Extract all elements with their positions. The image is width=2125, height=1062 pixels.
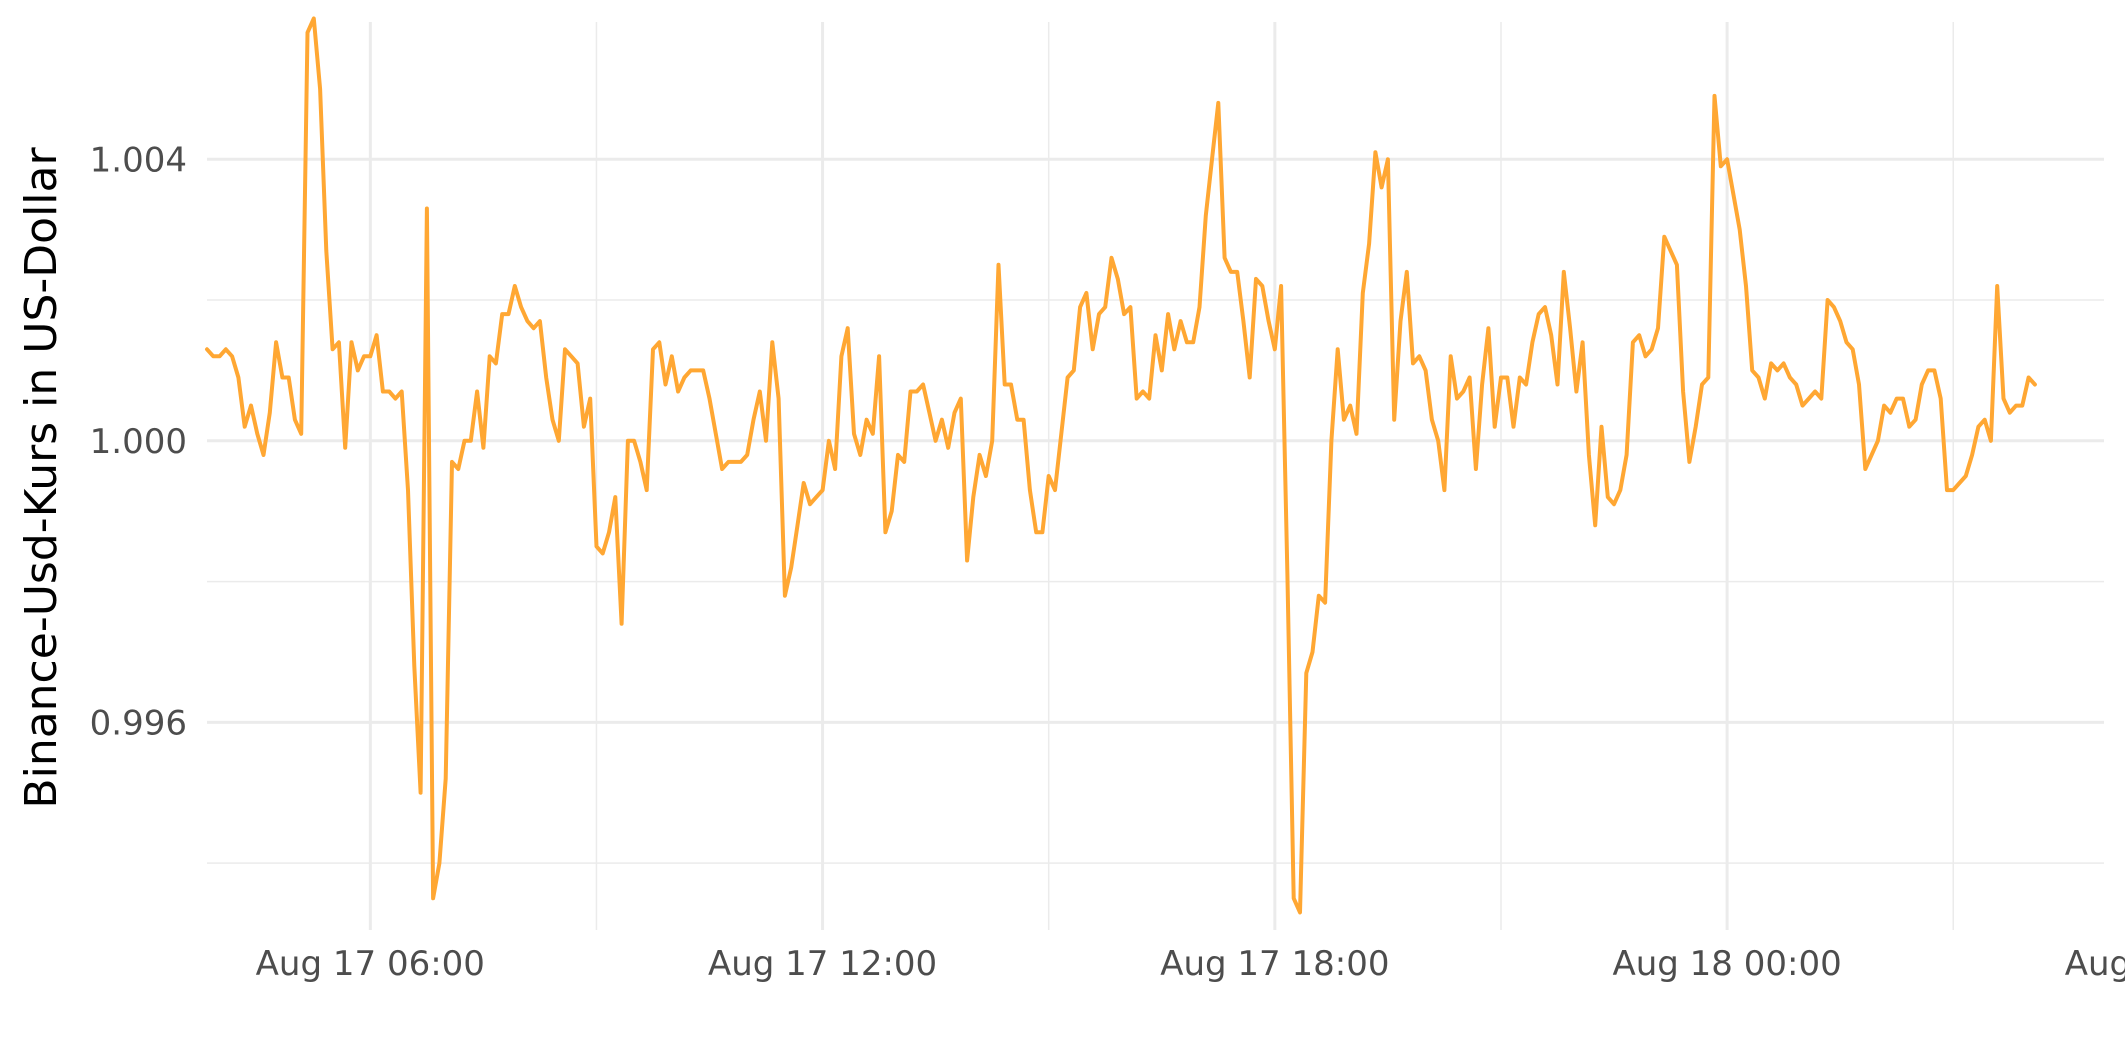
series-layer bbox=[205, 16, 2037, 915]
gridlines bbox=[207, 22, 2104, 930]
x-tick-label: Aug 17 18:00 bbox=[1160, 944, 1389, 984]
x-tick-label: Aug 18 06:00 bbox=[2065, 944, 2125, 984]
y-axis-title: Binance-Usd-Kurs in US-Dollar bbox=[16, 147, 67, 809]
x-tick-label: Aug 17 12:00 bbox=[708, 944, 937, 984]
x-tick-label: Aug 17 06:00 bbox=[256, 944, 485, 984]
x-tick-label: Aug 18 00:00 bbox=[1612, 944, 1841, 984]
y-tick-label: 1.000 bbox=[90, 422, 187, 462]
y-axis-ticks: 0.996 1.000 1.004 bbox=[90, 140, 187, 743]
y-tick-label: 0.996 bbox=[90, 703, 187, 743]
y-tick-label: 1.004 bbox=[90, 140, 187, 180]
x-axis-ticks: Aug 17 06:00 Aug 17 12:00 Aug 17 18:00 Aug … bbox=[256, 944, 2125, 984]
series-line bbox=[205, 16, 2037, 915]
